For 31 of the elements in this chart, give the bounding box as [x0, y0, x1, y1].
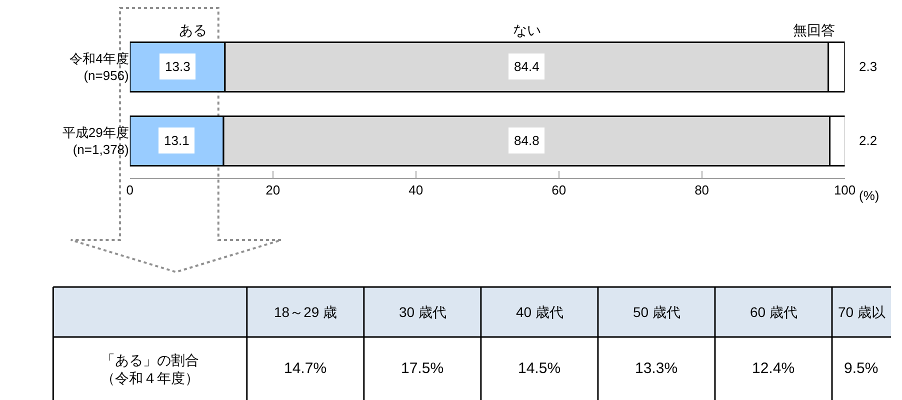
data-label: 84.4: [514, 59, 540, 74]
text: 9.5%: [844, 360, 878, 377]
x-tick-label: 60: [552, 182, 566, 198]
data-label: 2.2: [859, 133, 878, 148]
category-label: 18～29 歳: [274, 304, 338, 320]
x-tick-label: 0: [126, 182, 134, 198]
category-label: 50 歳代: [633, 304, 680, 320]
text: 14.7%: [284, 360, 327, 377]
x-tick-label: 20: [266, 182, 280, 198]
text: 12.4%: [752, 360, 795, 377]
data-label: 84.8: [514, 133, 540, 148]
data-label: 2.3: [859, 59, 878, 74]
series-label: ある: [179, 22, 207, 38]
category-label: 70 歳以: [838, 304, 886, 320]
text: 14.5%: [518, 360, 561, 377]
category-label: 30 歳代: [399, 304, 446, 320]
text: 「ある」の割合（令和４年度）: [101, 352, 199, 386]
category-label: 60 歳代: [750, 304, 798, 320]
text: 13.3%: [635, 360, 678, 377]
series-label: ない: [513, 22, 541, 38]
data-label: 13.3: [165, 59, 190, 74]
x-tick-label: 80: [694, 182, 710, 198]
data-label: 13.1: [164, 133, 190, 148]
y-tick-label: 平成29年度 (n=1,378): [62, 125, 129, 157]
x-axis-title: (%): [859, 188, 880, 203]
series-label: 無回答: [793, 22, 835, 38]
x-tick-label: 40: [408, 182, 424, 198]
x-tick-label: 100: [834, 182, 856, 198]
category-label: 40 歳代: [516, 304, 564, 320]
text: 17.5%: [401, 360, 444, 377]
y-tick-label: 令和4年度 (n=956): [70, 51, 129, 83]
